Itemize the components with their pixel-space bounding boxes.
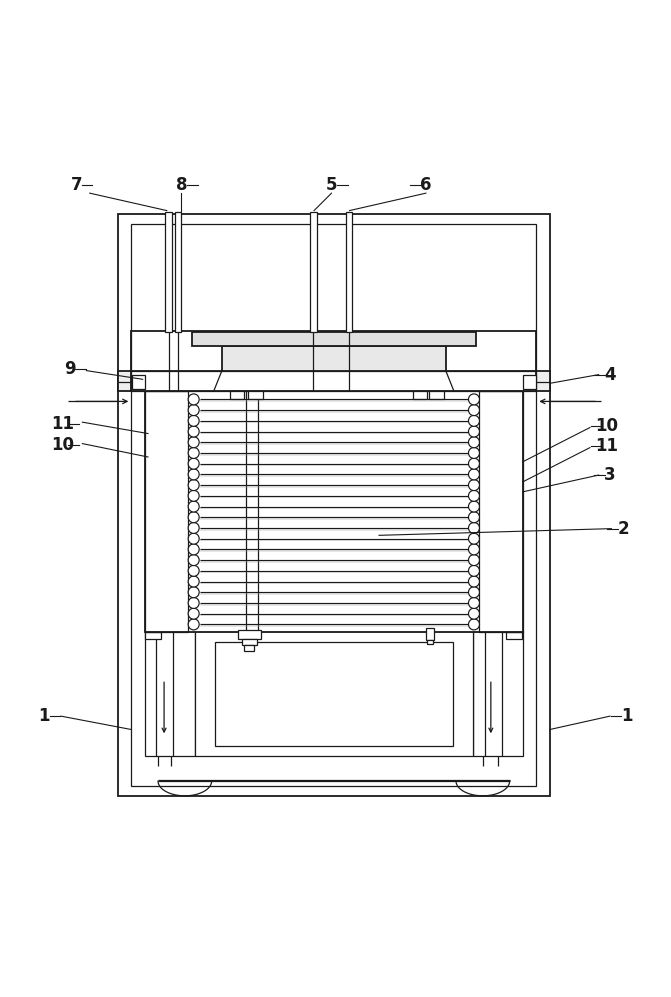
Bar	[248, 392, 263, 400]
Circle shape	[188, 426, 199, 437]
Circle shape	[188, 587, 199, 598]
Bar	[229, 392, 244, 400]
Circle shape	[468, 597, 480, 608]
Circle shape	[468, 619, 480, 630]
Text: 10: 10	[595, 417, 618, 435]
Bar	[480, 392, 523, 632]
Circle shape	[188, 544, 199, 555]
Bar	[221, 346, 446, 371]
Bar	[242, 639, 257, 645]
Circle shape	[468, 469, 480, 480]
Text: 9: 9	[64, 360, 75, 378]
Bar	[191, 332, 476, 346]
Bar	[195, 631, 473, 757]
Circle shape	[468, 511, 480, 522]
Circle shape	[468, 554, 480, 565]
Circle shape	[468, 533, 480, 544]
Bar	[145, 392, 523, 632]
Circle shape	[468, 394, 480, 405]
Bar	[118, 214, 550, 797]
Circle shape	[188, 576, 199, 587]
Circle shape	[188, 522, 199, 533]
Bar	[473, 631, 523, 757]
Circle shape	[468, 587, 480, 598]
Circle shape	[468, 565, 480, 576]
Text: 6: 6	[420, 176, 431, 194]
Circle shape	[188, 608, 199, 619]
Circle shape	[188, 511, 199, 522]
Circle shape	[188, 405, 199, 416]
Circle shape	[188, 491, 199, 501]
Text: 5: 5	[325, 176, 338, 194]
Circle shape	[468, 405, 480, 416]
Bar	[145, 392, 188, 632]
Circle shape	[188, 437, 199, 448]
Bar	[132, 371, 536, 392]
Text: 11: 11	[52, 415, 74, 433]
Circle shape	[188, 533, 199, 544]
Bar	[145, 631, 195, 757]
Bar	[413, 392, 427, 400]
Circle shape	[468, 437, 480, 448]
Bar	[429, 392, 444, 400]
Circle shape	[468, 491, 480, 501]
Circle shape	[188, 416, 199, 427]
Circle shape	[468, 480, 480, 491]
Bar	[118, 371, 550, 392]
Circle shape	[188, 394, 199, 405]
Bar	[310, 212, 317, 332]
Circle shape	[468, 501, 480, 512]
Circle shape	[188, 501, 199, 512]
Text: 11: 11	[595, 438, 618, 456]
Circle shape	[188, 597, 199, 608]
Circle shape	[188, 619, 199, 630]
Bar	[145, 392, 188, 632]
Circle shape	[468, 576, 480, 587]
Bar	[480, 392, 523, 632]
Circle shape	[468, 522, 480, 533]
Circle shape	[188, 480, 199, 491]
Text: 1: 1	[621, 707, 633, 725]
Bar	[238, 630, 260, 639]
Circle shape	[188, 448, 199, 459]
Circle shape	[468, 448, 480, 459]
Text: 3: 3	[604, 466, 616, 485]
Circle shape	[188, 565, 199, 576]
Circle shape	[468, 459, 480, 470]
Bar	[215, 642, 453, 747]
Bar	[506, 632, 522, 639]
Circle shape	[468, 416, 480, 427]
Bar	[132, 224, 536, 787]
Bar	[132, 375, 146, 390]
Bar	[166, 212, 172, 332]
Bar	[244, 645, 254, 651]
Bar	[346, 212, 352, 332]
Text: 2: 2	[617, 519, 629, 537]
Circle shape	[468, 608, 480, 619]
Text: 8: 8	[176, 176, 187, 194]
Bar	[146, 632, 162, 639]
Circle shape	[468, 544, 480, 555]
Bar	[523, 375, 536, 390]
Circle shape	[468, 426, 480, 437]
Text: 7: 7	[70, 176, 82, 194]
Bar	[426, 628, 434, 640]
Text: 1: 1	[38, 707, 50, 725]
Text: 10: 10	[52, 436, 74, 454]
Bar	[427, 640, 433, 644]
Circle shape	[188, 554, 199, 565]
Circle shape	[188, 469, 199, 480]
Circle shape	[188, 459, 199, 470]
Bar	[132, 331, 536, 392]
Bar	[174, 212, 181, 332]
Text: 4: 4	[604, 366, 616, 384]
